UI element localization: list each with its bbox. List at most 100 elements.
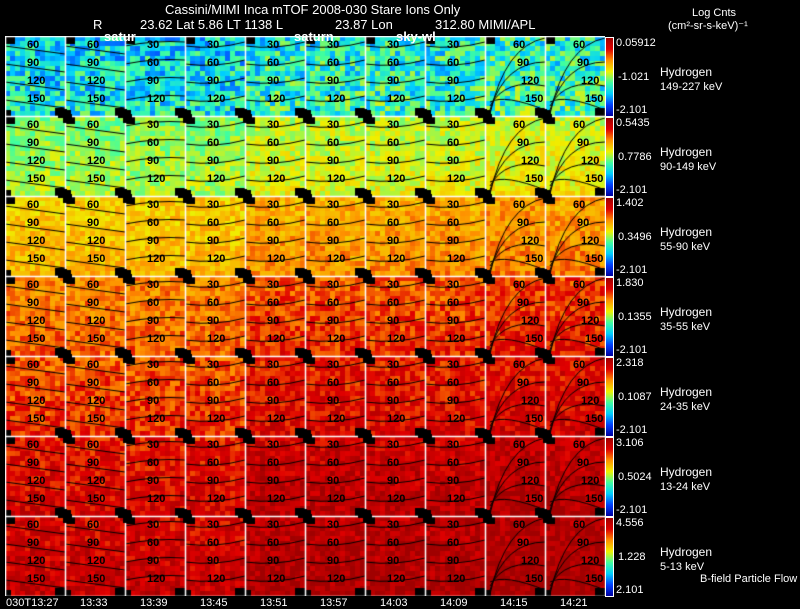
contour-label: 60 <box>87 199 100 211</box>
contour-label: 120 <box>447 253 466 265</box>
contour-label: 30 <box>387 199 400 211</box>
contour-label: 120 <box>581 235 600 247</box>
contour-label: 60 <box>267 217 280 229</box>
contour-label: 150 <box>585 333 604 345</box>
contour-label: 30 <box>147 519 160 531</box>
contour-label: 60 <box>327 137 340 149</box>
energy-label: 5-13 keV <box>660 561 705 573</box>
contour-label: 60 <box>27 279 40 291</box>
contour-label: 120 <box>87 555 106 567</box>
contour-label: 30 <box>267 199 280 211</box>
contour-label: 60 <box>513 119 526 131</box>
contour-label: 90 <box>517 217 530 229</box>
contour-label: 90 <box>517 137 530 149</box>
contour-label: 30 <box>327 39 340 51</box>
contour-label: 60 <box>447 137 460 149</box>
contour-label: 150 <box>27 93 46 105</box>
contour-label: 90 <box>447 475 460 487</box>
contour-label: 30 <box>207 519 220 531</box>
contour-label: 60 <box>573 279 586 291</box>
contour-label: 30 <box>447 519 460 531</box>
contour-label: 90 <box>577 217 590 229</box>
contour-label: 90 <box>447 155 460 167</box>
contour-label: 90 <box>147 555 160 567</box>
contour-label: 90 <box>207 555 220 567</box>
contour-label: 90 <box>447 75 460 87</box>
contour-label: 90 <box>147 475 160 487</box>
contour-label: 120 <box>267 573 286 585</box>
contour-label: 30 <box>267 519 280 531</box>
contour-label: 90 <box>517 377 530 389</box>
contour-label: 120 <box>387 573 406 585</box>
contour-label: 90 <box>207 155 220 167</box>
contour-label: 150 <box>525 573 544 585</box>
contour-label: 120 <box>387 413 406 425</box>
contour-label: 30 <box>447 279 460 291</box>
contour-label: 120 <box>447 333 466 345</box>
contour-label: 60 <box>387 457 400 469</box>
contour-label: 60 <box>87 439 100 451</box>
contour-label: 90 <box>267 315 280 327</box>
colorbar-min: -2.101 <box>616 264 648 276</box>
contour-label: 90 <box>87 297 100 309</box>
contour-label: 60 <box>387 217 400 229</box>
contour-label: 60 <box>327 297 340 309</box>
contour-label: 30 <box>447 439 460 451</box>
energy-label: 35-55 keV <box>660 321 711 333</box>
contour-label: 120 <box>207 93 226 105</box>
contour-label: 60 <box>267 377 280 389</box>
contour-label: 90 <box>517 537 530 549</box>
contour-label: 90 <box>577 537 590 549</box>
colorbar-mid: 0.1087 <box>618 391 652 403</box>
contour-label: 90 <box>447 555 460 567</box>
contour-label: 30 <box>447 359 460 371</box>
contour-label: 120 <box>147 413 166 425</box>
contour-label: 90 <box>267 555 280 567</box>
colorbar <box>605 117 614 197</box>
contour-label: 90 <box>147 235 160 247</box>
time-tick: 14:21 <box>560 597 588 609</box>
contour-label: 120 <box>581 315 600 327</box>
contour-label: 60 <box>27 439 40 451</box>
contour-label: 120 <box>447 173 466 185</box>
contour-label: 150 <box>525 253 544 265</box>
contour-label: 90 <box>517 297 530 309</box>
contour-label: 120 <box>147 333 166 345</box>
contour-label: 120 <box>207 333 226 345</box>
contour-label: 120 <box>387 333 406 345</box>
contour-label: 60 <box>147 57 160 69</box>
contour-label: 120 <box>387 493 406 505</box>
contour-label: 60 <box>513 439 526 451</box>
contour-label: 120 <box>327 253 346 265</box>
contour-label: 90 <box>267 155 280 167</box>
contour-label: 120 <box>327 333 346 345</box>
contour-label: 120 <box>327 173 346 185</box>
contour-label: 60 <box>513 39 526 51</box>
contour-label: 60 <box>87 119 100 131</box>
contour-label: 30 <box>267 359 280 371</box>
contour-label: 90 <box>147 155 160 167</box>
contour-label: 60 <box>573 439 586 451</box>
contour-label: 60 <box>27 519 40 531</box>
contour-label: 120 <box>581 395 600 407</box>
contour-label: 90 <box>327 155 340 167</box>
contour-label: 60 <box>147 217 160 229</box>
contour-label: 120 <box>87 315 106 327</box>
contour-label: 90 <box>387 235 400 247</box>
contour-label: 150 <box>585 493 604 505</box>
overlay-label-sky: sky-wl <box>396 29 436 44</box>
contour-label: 150 <box>87 413 106 425</box>
contour-label: 150 <box>87 493 106 505</box>
contour-label: 90 <box>327 75 340 87</box>
colorbar <box>605 277 614 357</box>
species-label: Hydrogen <box>660 465 713 479</box>
contour-label: 120 <box>387 253 406 265</box>
contour-label: 30 <box>147 119 160 131</box>
contour-label: 30 <box>447 39 460 51</box>
contour-label: 30 <box>327 119 340 131</box>
colorbar-mid: 0.1355 <box>618 311 652 323</box>
colorbar-min: -2.101 <box>616 344 648 356</box>
time-tick: 13:45 <box>200 597 228 609</box>
contour-label: 90 <box>387 75 400 87</box>
contour-label: 120 <box>521 395 540 407</box>
